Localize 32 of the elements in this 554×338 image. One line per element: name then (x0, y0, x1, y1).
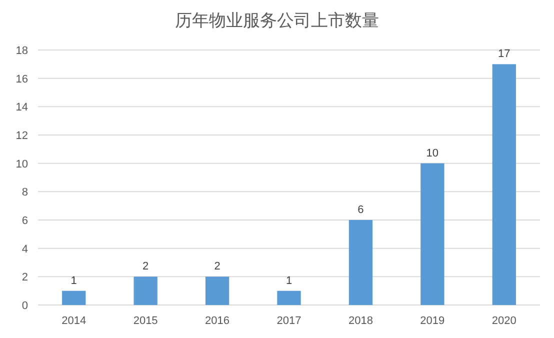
data-label: 2 (214, 260, 220, 273)
data-label: 17 (498, 48, 510, 60)
y-tick-label: 2 (22, 272, 28, 284)
x-tick-label: 2016 (205, 315, 230, 327)
x-tick-label: 2014 (62, 315, 86, 327)
data-label: 2 (142, 260, 149, 273)
bar (420, 163, 444, 305)
y-tick-label: 16 (16, 73, 28, 86)
data-label: 10 (426, 147, 439, 160)
y-tick-label: 8 (22, 186, 28, 199)
data-label: 6 (358, 204, 364, 216)
x-tick-label: 2015 (133, 315, 158, 327)
chart-title: 历年物业服务公司上市数量 (175, 11, 379, 30)
y-tick-label: 4 (22, 243, 28, 256)
y-tick-label: 0 (22, 300, 28, 312)
bar (205, 276, 230, 305)
y-tick-label: 14 (16, 102, 28, 114)
bar (277, 290, 301, 305)
x-tick-label: 2017 (276, 315, 302, 327)
bar (492, 64, 516, 305)
x-tick-label: 2020 (492, 315, 516, 327)
data-label: 1 (70, 274, 77, 287)
x-tick-label: 2019 (420, 315, 445, 327)
bar (62, 290, 86, 305)
bar (348, 220, 373, 305)
bar (134, 276, 158, 305)
x-tick-label: 2018 (348, 315, 373, 327)
y-tick-label: 6 (22, 215, 28, 227)
data-label: 1 (286, 274, 292, 287)
y-tick-label: 18 (16, 45, 28, 57)
y-tick-label: 10 (16, 158, 28, 170)
y-tick-label: 12 (16, 130, 28, 142)
